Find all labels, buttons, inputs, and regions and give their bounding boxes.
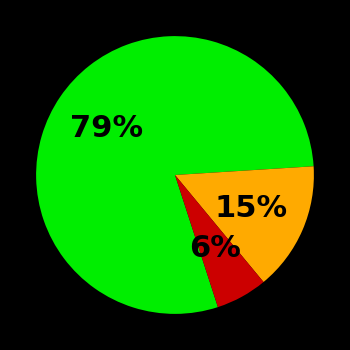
Wedge shape bbox=[36, 36, 314, 314]
Wedge shape bbox=[175, 175, 264, 307]
Wedge shape bbox=[175, 166, 314, 282]
Text: 6%: 6% bbox=[189, 233, 241, 262]
Text: 15%: 15% bbox=[215, 194, 288, 223]
Text: 79%: 79% bbox=[70, 114, 143, 143]
